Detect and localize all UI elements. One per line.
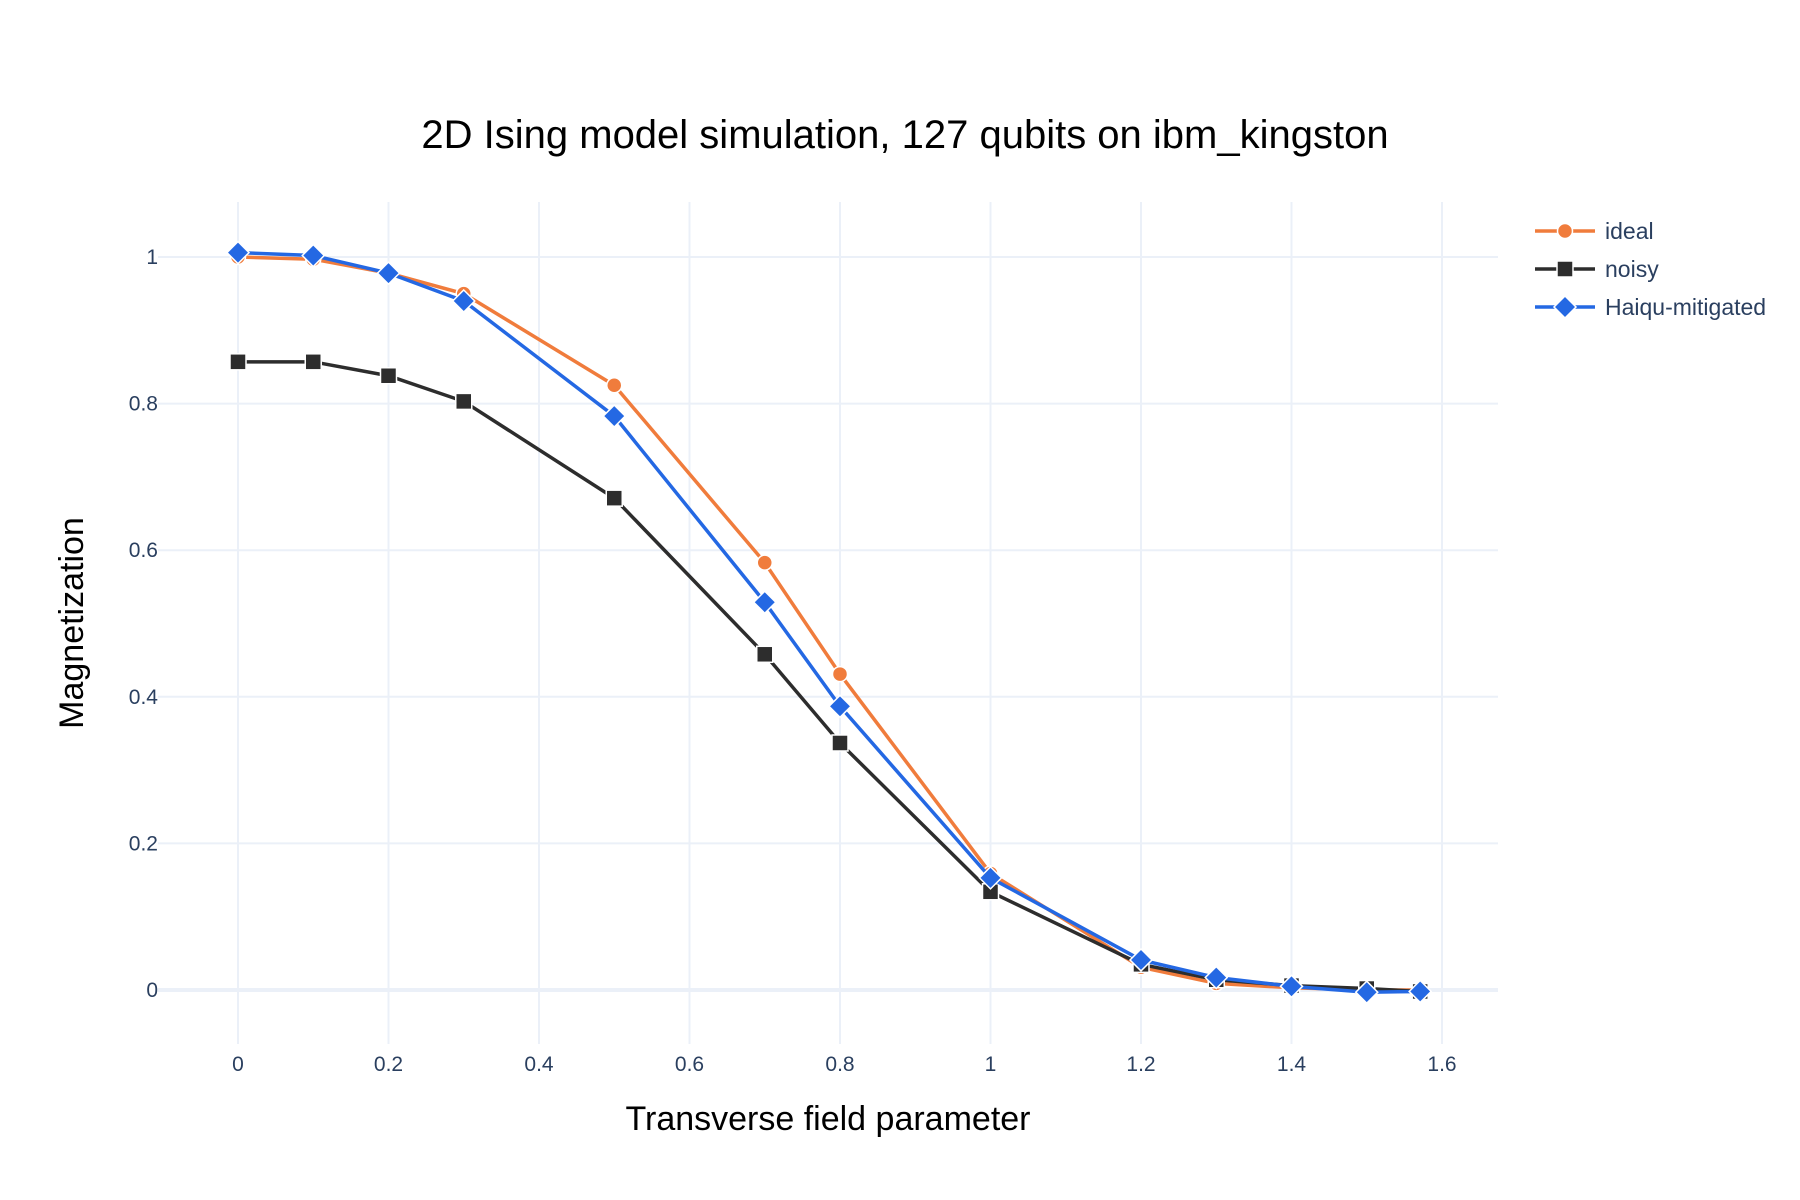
series-noisy bbox=[229, 353, 1429, 1001]
legend-label: noisy bbox=[1605, 256, 1659, 282]
legend-label: ideal bbox=[1605, 218, 1654, 244]
chart-title: 2D Ising model simulation, 127 qubits on… bbox=[421, 113, 1388, 157]
y-tick-label: 1 bbox=[146, 246, 158, 269]
legend-label: Haiqu-mitigated bbox=[1605, 294, 1766, 320]
data-point[interactable] bbox=[229, 353, 247, 371]
y-tick-label: 0.2 bbox=[129, 832, 158, 855]
legend-item-haiqu-mitigated[interactable]: Haiqu-mitigated bbox=[1535, 294, 1766, 320]
data-point[interactable] bbox=[1279, 974, 1304, 999]
data-point[interactable] bbox=[827, 694, 853, 719]
x-tick-label: 0.8 bbox=[825, 1053, 854, 1076]
data-point[interactable] bbox=[756, 645, 774, 664]
x-tick-label: 0.2 bbox=[374, 1053, 403, 1076]
x-tick-label: 0.6 bbox=[675, 1053, 704, 1076]
legend-item-noisy[interactable]: noisy bbox=[1535, 256, 1659, 282]
y-tick-label: 0 bbox=[146, 979, 158, 1002]
legend-item-ideal[interactable]: ideal bbox=[1535, 218, 1654, 244]
data-point[interactable] bbox=[455, 392, 473, 411]
data-point[interactable] bbox=[225, 240, 251, 265]
legend[interactable]: ideal noisy Haiqu-mitigated bbox=[1535, 218, 1766, 320]
x-tick-label: 1.6 bbox=[1427, 1053, 1456, 1076]
x-tick-label: 1 bbox=[985, 1053, 997, 1076]
series-layer bbox=[225, 240, 1433, 1005]
x-tick-label: 1.2 bbox=[1126, 1053, 1155, 1076]
data-point[interactable] bbox=[831, 665, 849, 683]
data-point[interactable] bbox=[605, 489, 623, 507]
y-tick-label: 0.8 bbox=[129, 393, 158, 416]
y-tick-label: 0.6 bbox=[129, 539, 158, 562]
data-point[interactable] bbox=[304, 353, 322, 371]
data-point[interactable] bbox=[978, 865, 1003, 890]
y-axis-label: Magnetization bbox=[53, 517, 91, 729]
data-point[interactable] bbox=[1128, 947, 1154, 973]
x-tick-label: 0 bbox=[232, 1053, 244, 1076]
data-point[interactable] bbox=[752, 590, 777, 615]
x-tick-label: 0.4 bbox=[524, 1053, 554, 1076]
series-line bbox=[237, 255, 1421, 992]
series-line bbox=[237, 250, 1421, 994]
series-ideal bbox=[229, 248, 1429, 999]
data-point[interactable] bbox=[1354, 980, 1379, 1005]
legend-marker-icon[interactable] bbox=[1556, 222, 1574, 240]
data-point[interactable] bbox=[831, 734, 849, 752]
data-point[interactable] bbox=[301, 243, 326, 268]
data-point[interactable] bbox=[606, 377, 623, 394]
data-point[interactable] bbox=[1204, 965, 1229, 990]
data-point[interactable] bbox=[602, 404, 627, 429]
y-tick-label: 0.4 bbox=[129, 686, 159, 709]
legend-marker-icon[interactable] bbox=[1552, 294, 1578, 320]
x-tick-label: 1.4 bbox=[1277, 1053, 1307, 1076]
data-point[interactable] bbox=[379, 366, 398, 385]
data-point[interactable] bbox=[1408, 979, 1433, 1004]
data-point[interactable] bbox=[756, 554, 773, 571]
data-point[interactable] bbox=[451, 288, 476, 314]
legend-marker-icon[interactable] bbox=[1556, 260, 1574, 278]
x-axis-label: Transverse field parameter bbox=[625, 1100, 1030, 1138]
data-point[interactable] bbox=[376, 261, 401, 286]
grid: 0 0.2 0.4 0.6 0.8 1 1.2 1.4 1.6 0 0.2 0.4 0.6 0.8 1 bbox=[129, 202, 1498, 1076]
series-line bbox=[238, 360, 1421, 994]
series-haiqu-mitigated bbox=[225, 240, 1433, 1005]
